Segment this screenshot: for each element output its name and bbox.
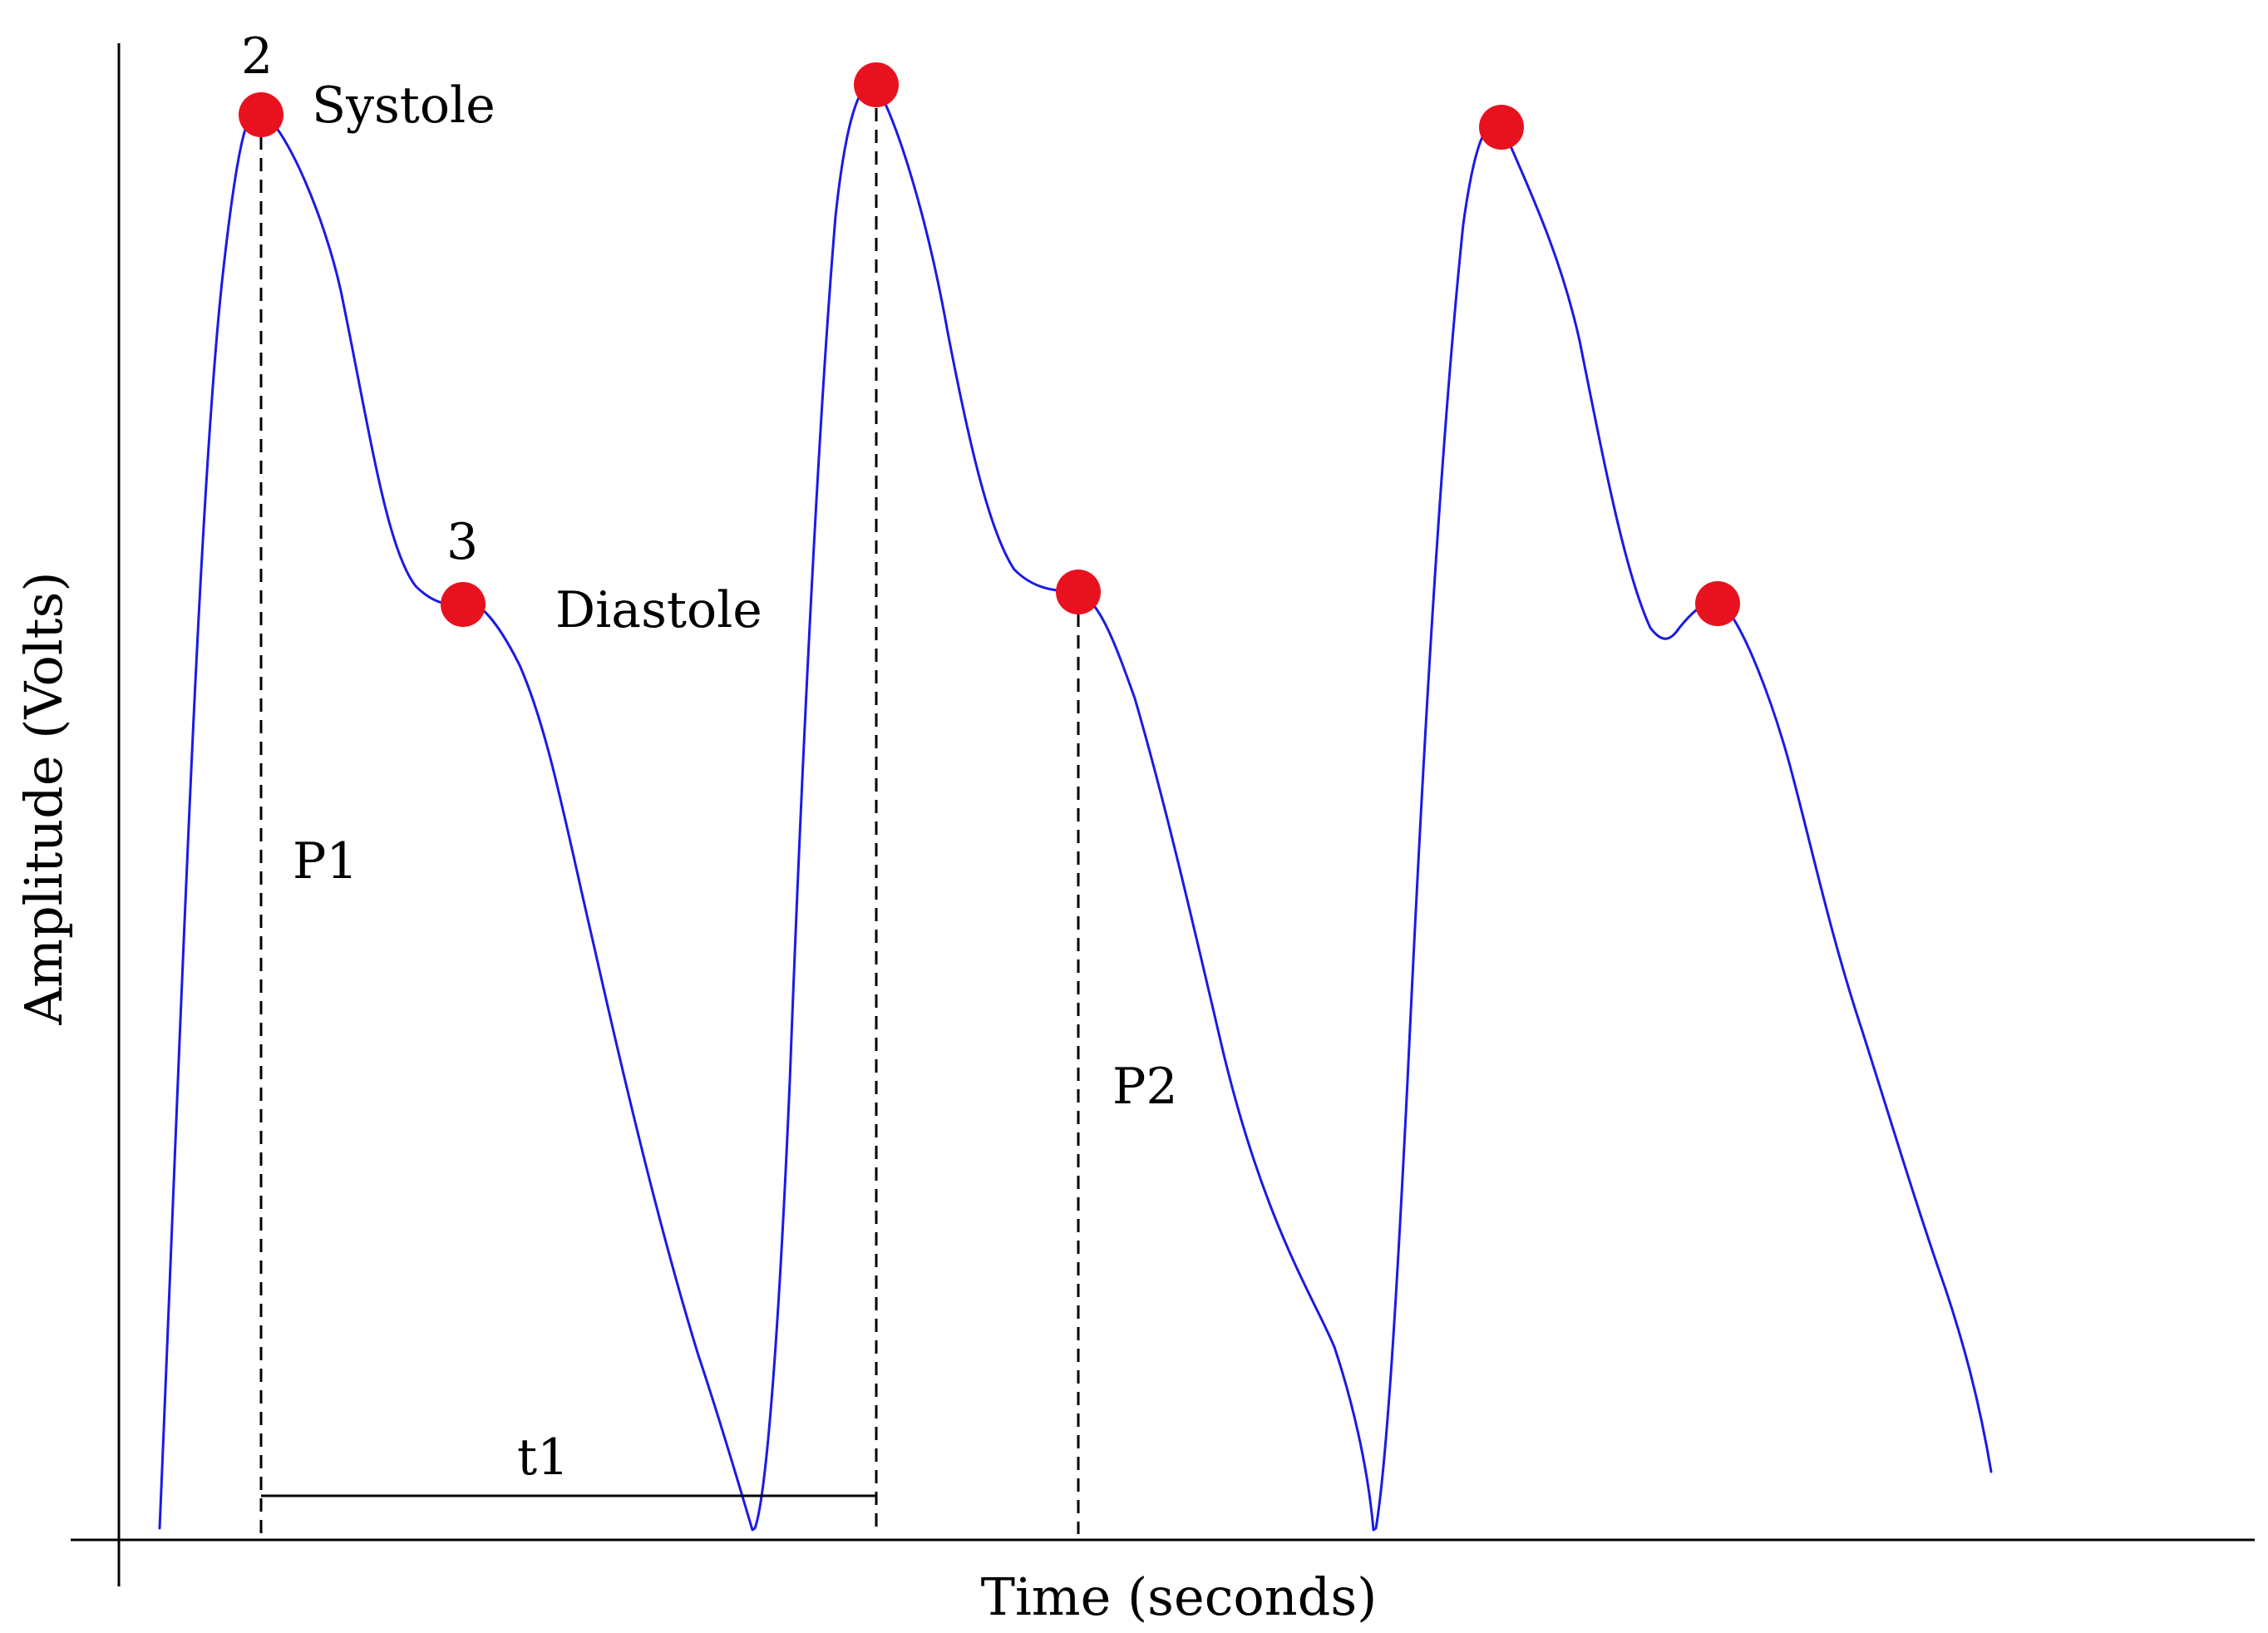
systole-marker-2 (854, 62, 899, 107)
systole-label: Systole (312, 76, 496, 135)
diastole-marker-3 (1695, 581, 1740, 626)
diastole-marker-1 (441, 582, 486, 627)
p1-label: P1 (293, 832, 358, 891)
pulse-waveform (158, 83, 1993, 1532)
x-axis-label: Time (seconds) (981, 1566, 1378, 1627)
diastole-marker-2 (1056, 570, 1101, 614)
p2-label: P2 (1112, 1058, 1178, 1116)
systole-marker-1 (239, 92, 284, 137)
systole-number-label: 2 (241, 27, 273, 86)
y-axis-label: Amplitude (Volts) (13, 571, 74, 1025)
systole-marker-3 (1479, 105, 1524, 150)
diastole-label: Diastole (555, 581, 762, 639)
diastole-number-label: 3 (446, 513, 478, 571)
t1-label: t1 (517, 1428, 569, 1487)
